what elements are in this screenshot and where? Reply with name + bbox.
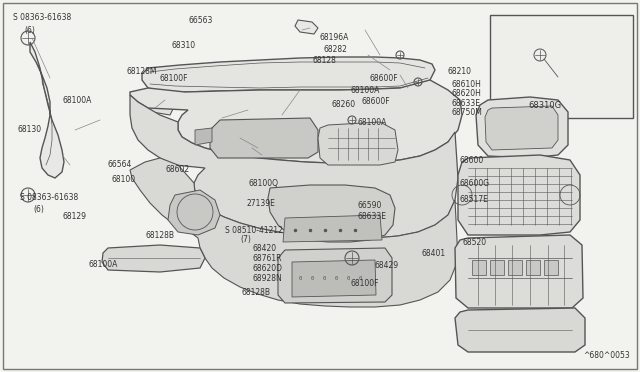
Polygon shape — [210, 118, 318, 158]
Text: 0: 0 — [334, 276, 338, 280]
Text: 68633E: 68633E — [451, 99, 480, 108]
Polygon shape — [455, 308, 585, 352]
Polygon shape — [472, 260, 486, 275]
Polygon shape — [292, 260, 376, 297]
Text: 66590: 66590 — [357, 201, 381, 210]
Text: 66563: 66563 — [189, 16, 213, 25]
Text: 68210: 68210 — [448, 67, 472, 76]
Text: S 08363-61638: S 08363-61638 — [20, 193, 79, 202]
Text: 0: 0 — [346, 276, 349, 280]
Text: 68196A: 68196A — [320, 33, 349, 42]
Text: 68310: 68310 — [172, 41, 196, 50]
Text: 0: 0 — [298, 276, 301, 280]
Text: 68310G: 68310G — [529, 100, 561, 109]
Polygon shape — [278, 248, 392, 303]
Text: 68100Q: 68100Q — [248, 179, 278, 187]
Text: ^680^0053: ^680^0053 — [583, 351, 630, 360]
Text: 68100A: 68100A — [357, 118, 387, 126]
Polygon shape — [283, 215, 382, 242]
Text: (6): (6) — [24, 26, 35, 35]
Text: 68128B: 68128B — [242, 288, 271, 296]
Polygon shape — [102, 245, 205, 272]
Polygon shape — [145, 95, 175, 115]
Text: 68420: 68420 — [253, 244, 277, 253]
Text: 68928N: 68928N — [253, 274, 282, 283]
Text: 68100: 68100 — [112, 175, 136, 184]
Bar — [490, 15, 633, 118]
Text: S 08510-41212: S 08510-41212 — [225, 226, 283, 235]
Text: 68620D: 68620D — [253, 264, 283, 273]
Text: 68130: 68130 — [18, 125, 42, 134]
Polygon shape — [268, 185, 395, 242]
Text: 68620H: 68620H — [451, 89, 481, 98]
Polygon shape — [295, 20, 318, 34]
Text: 68517E: 68517E — [460, 195, 488, 203]
Polygon shape — [544, 260, 558, 275]
Text: 68600: 68600 — [460, 156, 484, 165]
Text: 68128B: 68128B — [146, 231, 175, 240]
Polygon shape — [508, 260, 522, 275]
Text: 68600F: 68600F — [370, 74, 399, 83]
Text: 68282: 68282 — [324, 45, 348, 54]
Text: 68633E: 68633E — [357, 212, 386, 221]
Text: 0: 0 — [358, 276, 362, 280]
Text: 68600G: 68600G — [460, 179, 490, 187]
Text: 68100A: 68100A — [63, 96, 92, 105]
Polygon shape — [130, 158, 458, 307]
Text: 68600F: 68600F — [362, 97, 390, 106]
Text: 68129: 68129 — [63, 212, 87, 221]
Text: 68100A: 68100A — [88, 260, 118, 269]
Polygon shape — [130, 95, 458, 238]
Polygon shape — [142, 57, 435, 92]
Text: 66564: 66564 — [108, 160, 132, 169]
Text: 68761R: 68761R — [253, 254, 282, 263]
Text: 68260: 68260 — [332, 100, 356, 109]
Text: 68128M: 68128M — [127, 67, 157, 76]
Text: 68610H: 68610H — [451, 80, 481, 89]
Text: 68100F: 68100F — [351, 279, 380, 288]
Text: 27139E: 27139E — [246, 199, 275, 208]
Polygon shape — [526, 260, 540, 275]
Text: 68520: 68520 — [462, 238, 486, 247]
Text: 68100F: 68100F — [160, 74, 189, 83]
Text: 68401: 68401 — [421, 249, 445, 258]
Text: 68100A: 68100A — [351, 86, 380, 94]
Text: 68750M: 68750M — [451, 108, 482, 117]
Text: S 08363-61638: S 08363-61638 — [13, 13, 71, 22]
Text: 68128: 68128 — [312, 56, 336, 65]
Polygon shape — [195, 128, 212, 145]
Polygon shape — [318, 122, 398, 165]
Polygon shape — [485, 106, 558, 150]
Text: (6): (6) — [33, 205, 44, 214]
Text: 0: 0 — [323, 276, 326, 280]
Polygon shape — [455, 235, 583, 308]
Text: 68602: 68602 — [165, 165, 189, 174]
Text: (7): (7) — [240, 235, 251, 244]
Polygon shape — [490, 260, 504, 275]
Polygon shape — [30, 42, 64, 178]
Polygon shape — [476, 97, 568, 158]
Text: 68429: 68429 — [374, 262, 399, 270]
Polygon shape — [458, 155, 580, 235]
Text: 0: 0 — [310, 276, 314, 280]
Polygon shape — [130, 80, 462, 163]
Polygon shape — [209, 100, 235, 118]
Polygon shape — [168, 190, 220, 235]
